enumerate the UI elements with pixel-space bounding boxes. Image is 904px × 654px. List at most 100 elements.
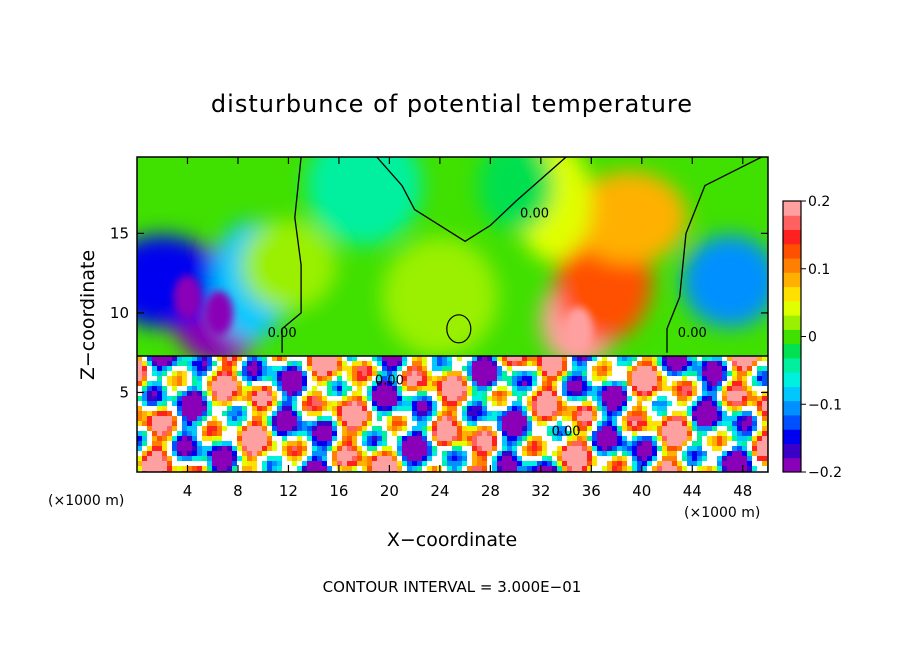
field-cell (572, 361, 577, 366)
field-cell (562, 451, 567, 456)
field-cell (727, 421, 732, 426)
field-cell (192, 416, 197, 421)
field-cell (252, 401, 257, 406)
field-cell (487, 356, 492, 361)
field-cell (212, 441, 217, 446)
field-cell (297, 441, 302, 446)
field-cell (157, 391, 162, 396)
field-cell (397, 441, 402, 446)
field-cell (357, 391, 362, 396)
field-cell (442, 371, 447, 376)
field-cell (237, 446, 242, 451)
colorbar-tick-label: 0 (808, 330, 817, 346)
field-cell (562, 426, 567, 431)
field-cell (317, 406, 322, 411)
field-cell (242, 451, 247, 456)
field-cell (407, 451, 412, 456)
field-cell (207, 456, 212, 461)
field-cell (587, 401, 592, 406)
field-cell (667, 366, 672, 371)
field-cell (252, 431, 257, 436)
field-cell (597, 406, 602, 411)
field-cell (647, 396, 652, 401)
field-cell (182, 456, 187, 461)
field-cell (227, 421, 232, 426)
field-cell (727, 371, 732, 376)
field-cell (327, 356, 332, 361)
field-cell (252, 371, 257, 376)
field-cell (212, 451, 217, 456)
field-cell (537, 421, 542, 426)
field-cell (432, 401, 437, 406)
field-cell (497, 391, 502, 396)
field-cell (557, 456, 562, 461)
field-cell (392, 371, 397, 376)
field-cell (152, 416, 157, 421)
field-cell (657, 401, 662, 406)
field-cell (682, 466, 687, 471)
field-cell (377, 391, 382, 396)
field-cell (147, 421, 152, 426)
field-cell (572, 391, 577, 396)
field-cell (537, 361, 542, 366)
field-cell (712, 401, 717, 406)
field-cell (337, 361, 342, 366)
field-cell (317, 416, 322, 421)
field-cell (327, 406, 332, 411)
field-cell (542, 391, 547, 396)
field-cell (717, 361, 722, 366)
field-cell (632, 356, 637, 361)
field-cell (312, 451, 317, 456)
field-cell (707, 421, 712, 426)
field-cell (727, 391, 732, 396)
field-cell (687, 461, 692, 466)
field-cell (722, 366, 727, 371)
field-cell (392, 386, 397, 391)
field-cell (657, 436, 662, 441)
colorbar-tick-label: −0.2 (808, 465, 842, 481)
field-cell (517, 411, 522, 416)
field-cell (752, 416, 757, 421)
field-cell (637, 396, 642, 401)
field-cell (257, 356, 262, 361)
field-cell (327, 401, 332, 406)
field-cell (672, 366, 677, 371)
field-cell (642, 456, 647, 461)
field-cell (212, 361, 217, 366)
field-cell (172, 361, 177, 366)
field-cell (332, 401, 337, 406)
field-cell (592, 461, 597, 466)
field-cell (737, 356, 742, 361)
field-cell (632, 366, 637, 371)
field-cell (677, 366, 682, 371)
field-cell (722, 431, 727, 436)
field-cell (417, 426, 422, 431)
field-cell (477, 381, 482, 386)
field-cell (202, 426, 207, 431)
contour-lines (281, 157, 762, 353)
field-cell (712, 371, 717, 376)
field-cell (757, 431, 762, 436)
field-cell (492, 366, 497, 371)
field-cell (627, 421, 632, 426)
field-cell (307, 356, 312, 361)
field-cell (292, 401, 297, 406)
field-cell (532, 376, 537, 381)
field-cell (377, 406, 382, 411)
field-cell (587, 466, 592, 471)
field-cell (312, 466, 317, 471)
field-cell (337, 401, 342, 406)
field-cell (507, 381, 512, 386)
field-cell (312, 376, 317, 381)
field-cell (472, 391, 477, 396)
field-cell (562, 416, 567, 421)
field-cell (287, 371, 292, 376)
field-cell (587, 456, 592, 461)
field-cell (532, 446, 537, 451)
field-cell (412, 441, 417, 446)
field-cell (637, 461, 642, 466)
field-cell (532, 381, 537, 386)
colorbar: 0.20.10−0.1−0.2 (782, 194, 842, 481)
field-cell (552, 461, 557, 466)
field-cell (667, 401, 672, 406)
